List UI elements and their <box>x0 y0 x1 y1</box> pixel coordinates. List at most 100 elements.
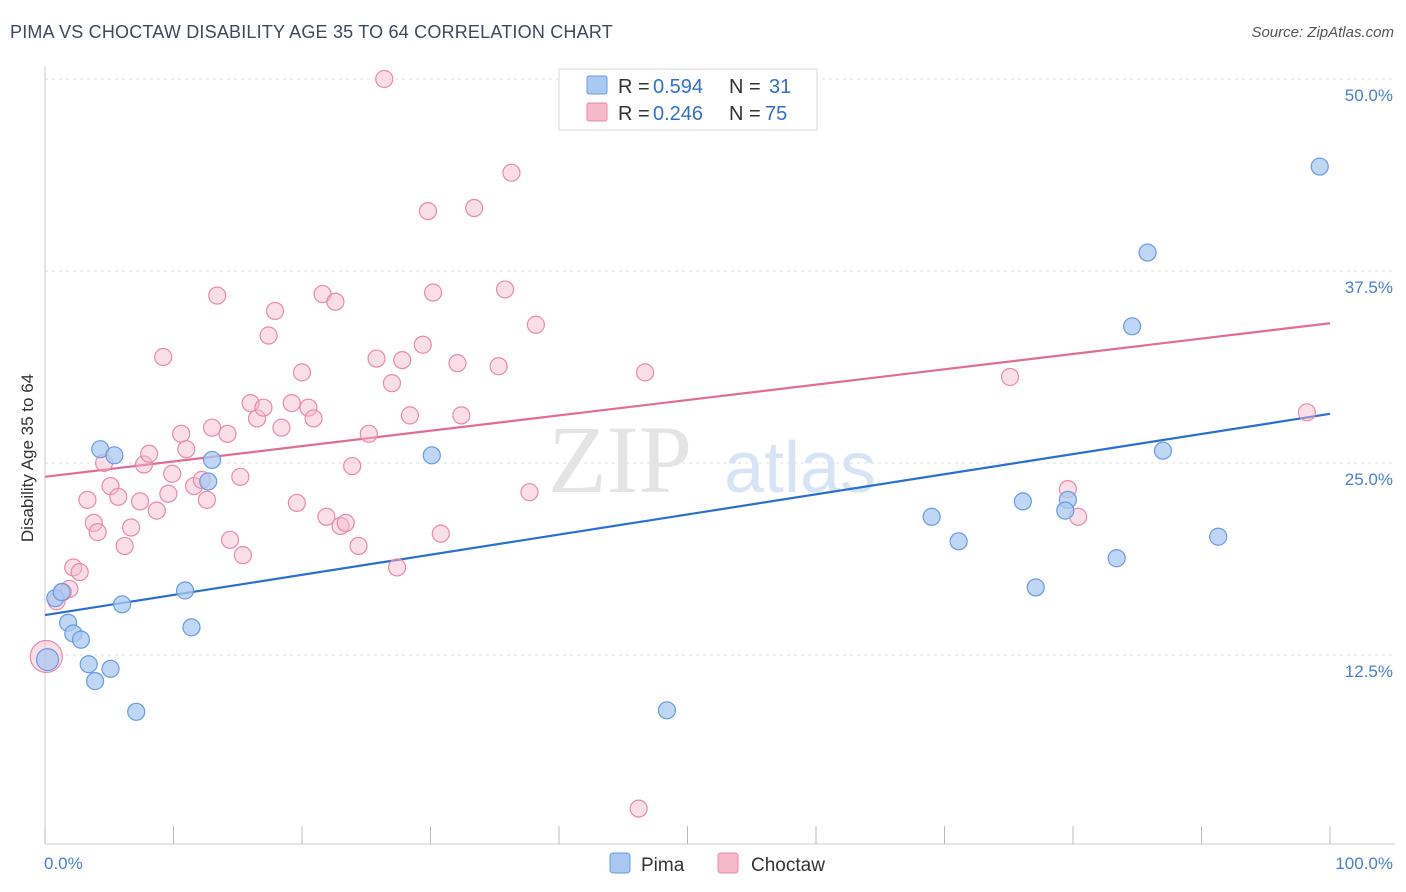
pima-point-0 <box>35 648 60 672</box>
choctaw-point-25 <box>197 490 217 509</box>
legend-n-label-choctaw: N = <box>729 103 761 125</box>
choctaw-point-52 <box>375 69 394 89</box>
choctaw-point-22 <box>177 440 196 459</box>
pima-point-20 <box>949 532 968 551</box>
pima-point-28 <box>1153 441 1173 460</box>
pima-point-10 <box>105 446 124 465</box>
pima-point-11 <box>112 595 132 614</box>
bottom-legend-swatch-choctaw <box>717 852 739 874</box>
choctaw-point-58 <box>418 201 438 221</box>
bottom-legend-label-choctaw: Choctaw <box>751 855 825 876</box>
choctaw-point-74 <box>1297 403 1316 422</box>
choctaw-point-45 <box>326 292 345 311</box>
choctaw-point-34 <box>254 398 273 417</box>
choctaw-point-60 <box>431 524 450 543</box>
choctaw-point-37 <box>272 418 291 437</box>
choctaw-point-28 <box>218 424 237 443</box>
source-credit: Source: ZipAtlas.com <box>1251 24 1394 41</box>
choctaw-point-49 <box>349 536 368 556</box>
pima-point-21 <box>1013 492 1032 511</box>
bottom-legend-label-pima: Pima <box>641 855 685 876</box>
pima-trend-line <box>44 412 1331 617</box>
choctaw-point-14 <box>130 492 150 511</box>
legend-swatch-pima <box>586 75 608 95</box>
y-tick-label-3: 50.0% <box>1345 86 1393 105</box>
choctaw-point-55 <box>393 350 412 370</box>
choctaw-point-40 <box>292 363 312 382</box>
pima-point-13 <box>175 581 195 600</box>
pima-point-25 <box>1107 549 1126 568</box>
choctaw-point-46 <box>331 516 350 536</box>
choctaw-point-27 <box>208 286 227 305</box>
choctaw-point-15 <box>134 455 154 474</box>
data-points <box>29 69 1329 818</box>
choctaw-point-20 <box>163 464 182 483</box>
choctaw-point-16 <box>139 444 159 463</box>
choctaw-point-18 <box>154 347 173 367</box>
choctaw-point-6 <box>78 490 97 509</box>
pima-point-12 <box>127 702 146 721</box>
choctaw-point-33 <box>247 409 267 428</box>
chart-title: PIMA VS CHOCTAW DISABILITY AGE 35 TO 64 … <box>10 22 613 42</box>
choctaw-point-71 <box>1000 367 1020 387</box>
choctaw-point-70 <box>635 363 655 382</box>
choctaw-point-65 <box>495 280 515 299</box>
choctaw-point-38 <box>282 393 301 413</box>
choctaw-point-69 <box>629 799 648 818</box>
pima-point-30 <box>1310 157 1329 176</box>
y-tick-label-1: 25.0% <box>1345 470 1393 489</box>
y-tick-labels: 12.5% 25.0% 37.5% 50.0% <box>1345 86 1393 681</box>
pima-point-16 <box>202 450 222 470</box>
legend-r-label-choctaw: R = <box>618 103 650 125</box>
y-axis-label: Disability Age 35 to 64 <box>18 374 37 542</box>
choctaw-point-39 <box>287 493 306 513</box>
pima-point-18 <box>657 701 677 720</box>
choctaw-point-62 <box>452 406 471 425</box>
pima-point-9 <box>101 659 120 678</box>
choctaw-point-47 <box>336 513 355 533</box>
pima-point-6 <box>79 655 98 674</box>
choctaw-point-59 <box>423 283 443 302</box>
choctaw-point-64 <box>489 357 508 376</box>
choctaw-point-19 <box>159 484 178 503</box>
choctaw-point-4 <box>64 558 83 577</box>
watermark-atlas: atlas <box>724 428 876 508</box>
choctaw-point-50 <box>359 424 378 443</box>
legend-swatch-choctaw <box>586 102 608 122</box>
choctaw-point-21 <box>172 424 191 443</box>
legend-box: R = 0.594 N = 31 R = 0.246 N = 75 <box>558 68 818 131</box>
choctaw-point-41 <box>299 398 318 417</box>
choctaw-point-42 <box>304 409 323 428</box>
x-tick-label-0: 0.0% <box>44 854 83 873</box>
trend-lines <box>44 322 1331 617</box>
pima-point-5 <box>71 630 91 649</box>
pima-point-14 <box>182 618 201 637</box>
choctaw-point-63 <box>465 198 484 218</box>
pima-point-24 <box>1056 501 1075 520</box>
choctaw-point-30 <box>231 467 250 486</box>
choctaw-point-57 <box>413 335 432 354</box>
x-tick-labels: 0.0% 100.0% <box>44 854 1393 873</box>
bottom-legend: Pima Choctaw <box>609 852 825 876</box>
choctaw-point-53 <box>382 374 402 393</box>
choctaw-point-67 <box>520 483 539 502</box>
pima-point-7 <box>86 672 105 691</box>
choctaw-point-26 <box>202 418 222 437</box>
choctaw-point-11 <box>109 487 128 506</box>
choctaw-point-12 <box>115 536 134 556</box>
choctaw-point-66 <box>502 163 521 182</box>
pima-point-19 <box>922 507 941 526</box>
legend-n-value-pima: 31 <box>769 76 791 98</box>
axes-layer <box>44 66 1395 845</box>
choctaw-point-61 <box>448 354 467 373</box>
choctaw-point-44 <box>317 507 336 526</box>
choctaw-point-31 <box>233 546 252 565</box>
watermark-zip: ZIP <box>548 406 692 513</box>
choctaw-point-36 <box>265 301 285 321</box>
choctaw-trend-line <box>44 322 1331 478</box>
choctaw-point-5 <box>70 562 89 582</box>
legend-n-label-pima: N = <box>729 76 761 98</box>
choctaw-point-51 <box>367 349 386 368</box>
choctaw-point-56 <box>400 406 420 425</box>
